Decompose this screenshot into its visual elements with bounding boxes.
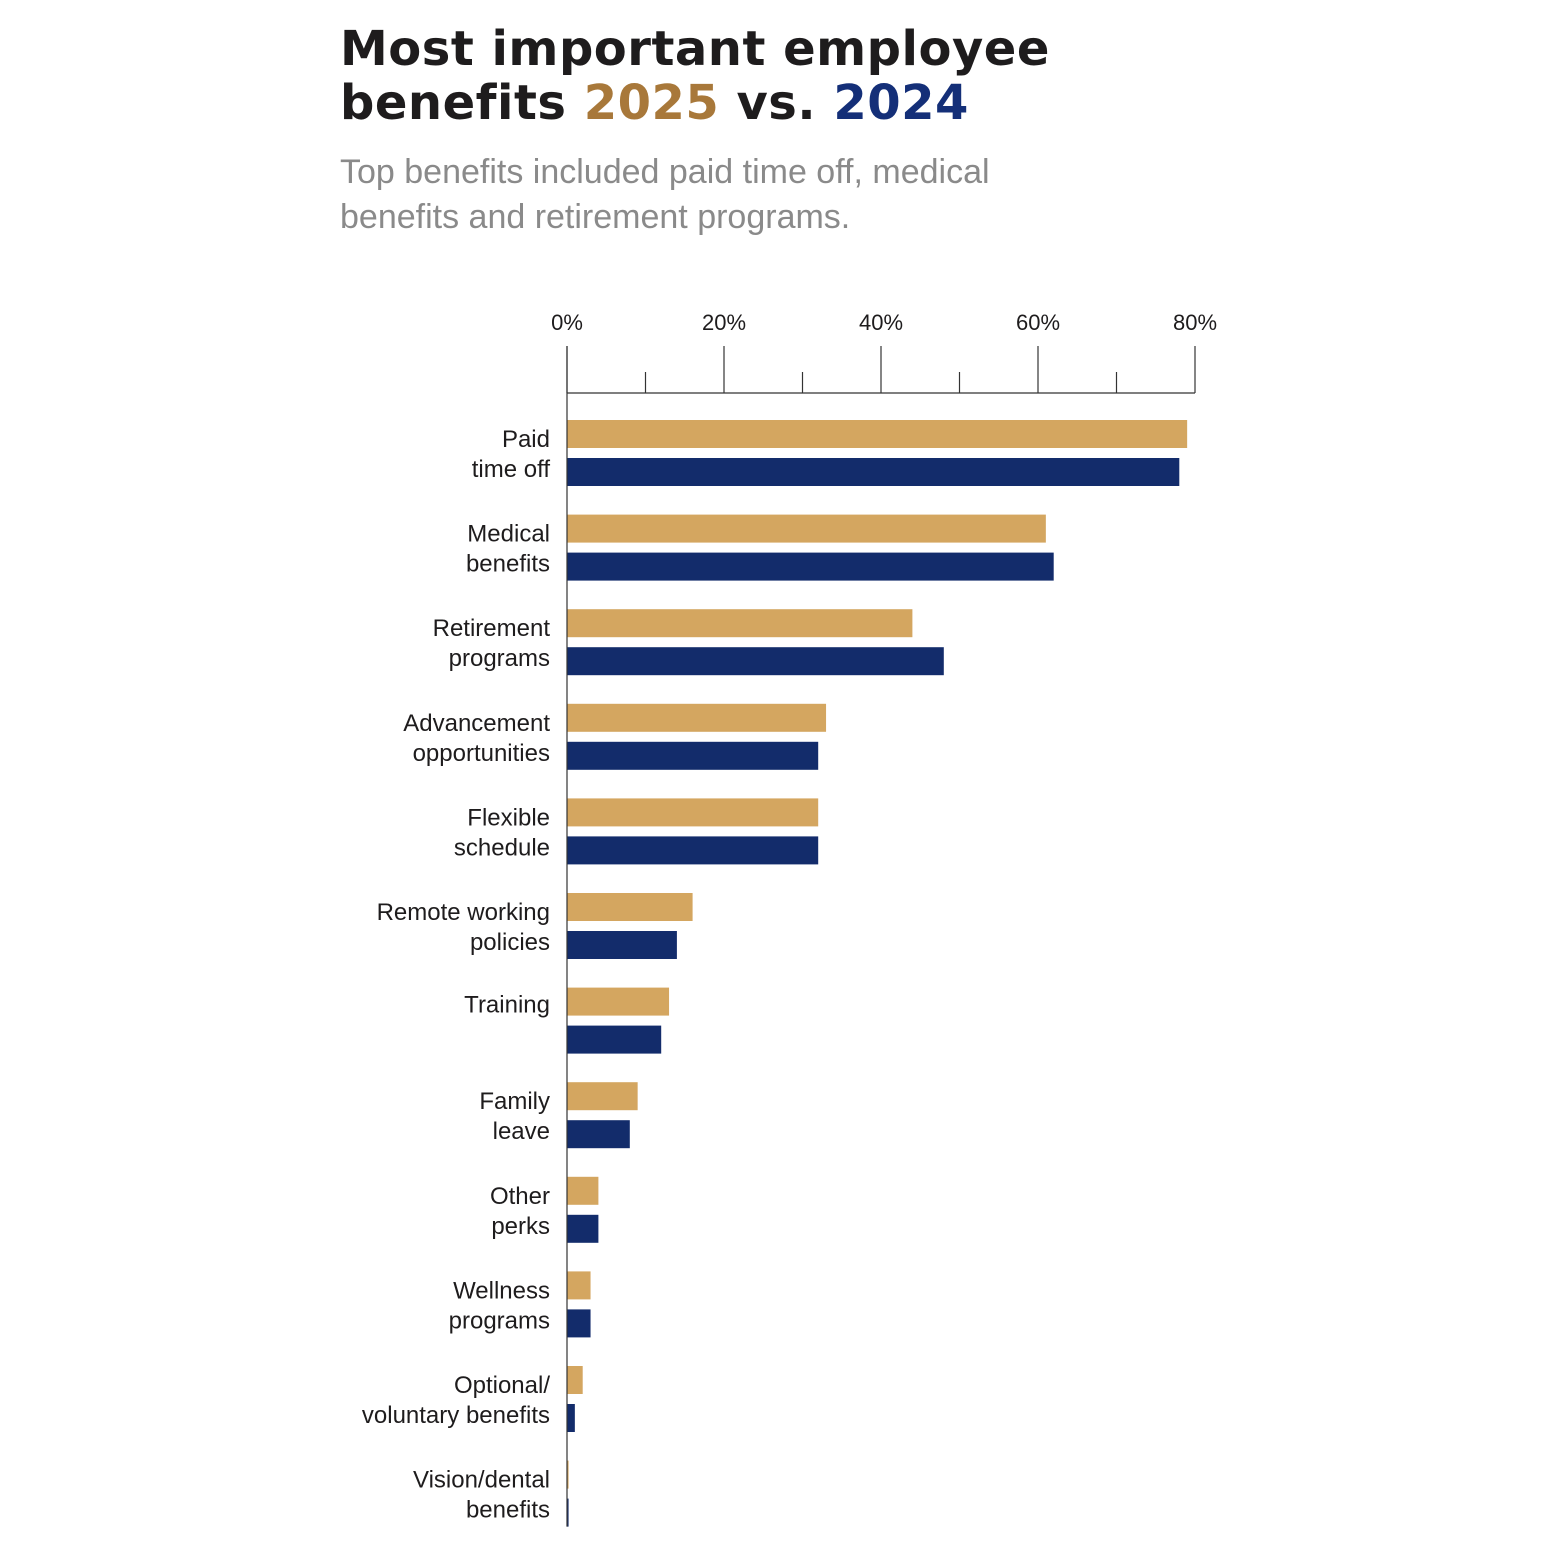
category-label-line: benefits bbox=[466, 551, 550, 578]
category-label: Family leave bbox=[479, 1088, 550, 1145]
category-label: Medical benefits bbox=[466, 521, 550, 578]
x-axis: 0% 20% 40% 60% 80% bbox=[551, 310, 1217, 394]
category-label-line: Other bbox=[490, 1183, 550, 1210]
bar-2024 bbox=[567, 1120, 630, 1149]
category-label: Training bbox=[464, 992, 550, 1019]
bar-2024 bbox=[567, 1214, 599, 1243]
title-year-2024: 2024 bbox=[833, 75, 969, 131]
category-label-line: Paid bbox=[502, 426, 550, 453]
category-labels: Paid time off Medical benefits Retirement pro… bbox=[362, 426, 550, 1524]
category-label: Remote working policies bbox=[377, 899, 550, 956]
bar-2025 bbox=[567, 798, 819, 827]
bar-2024 bbox=[567, 741, 819, 770]
category-label-line: leave bbox=[493, 1118, 550, 1145]
bar-2024 bbox=[567, 931, 677, 959]
category-label-line: programs bbox=[449, 1307, 550, 1334]
x-tick-label: 0% bbox=[551, 310, 583, 335]
bar-2025 bbox=[567, 987, 670, 1016]
category-label: Flexible schedule bbox=[454, 804, 550, 861]
category-label-line: opportunities bbox=[413, 740, 550, 767]
bar-2024 bbox=[567, 836, 819, 865]
x-tick-label: 20% bbox=[702, 310, 746, 335]
bar-2025 bbox=[567, 893, 693, 921]
category-label-line: Flexible bbox=[467, 804, 550, 831]
x-tick-label: 60% bbox=[1016, 310, 1060, 335]
category-label: Optional/voluntary benefits bbox=[362, 1372, 550, 1429]
category-label-line: schedule bbox=[454, 834, 550, 861]
category-label-line: Family bbox=[479, 1088, 550, 1115]
bar-2025 bbox=[567, 609, 913, 638]
bar-2024 bbox=[567, 1498, 569, 1527]
bar-2025 bbox=[567, 1176, 599, 1205]
x-tick-label: 80% bbox=[1173, 310, 1217, 335]
title-line-1: Most important employee bbox=[340, 21, 1050, 77]
category-label-line: perks bbox=[491, 1213, 550, 1240]
bar-2025 bbox=[567, 1460, 569, 1489]
category-label-line: voluntary benefits bbox=[362, 1402, 550, 1429]
category-label-line: Training bbox=[464, 992, 550, 1019]
x-tick-label: 40% bbox=[859, 310, 903, 335]
category-label: Retirement programs bbox=[433, 615, 551, 672]
category-label: Paid time off bbox=[472, 426, 551, 483]
bar-2024 bbox=[567, 458, 1180, 486]
category-label: Advancement opportunities bbox=[403, 710, 550, 767]
category-label-line: time off bbox=[472, 456, 551, 483]
category-label-line: Wellness bbox=[453, 1277, 550, 1304]
chart-title: Most important employee benefits 2025 vs… bbox=[340, 22, 1050, 130]
title-vs: vs. bbox=[719, 75, 834, 131]
category-label-line: Vision/dental bbox=[413, 1467, 550, 1494]
category-label-line: policies bbox=[470, 929, 550, 956]
title-line-2-prefix: benefits bbox=[340, 75, 584, 131]
bar-2025 bbox=[567, 1366, 583, 1394]
bar-2024 bbox=[567, 552, 1054, 581]
bar-2025 bbox=[567, 514, 1046, 543]
category-label-line: benefits bbox=[466, 1497, 550, 1524]
category-label-line: Remote working bbox=[377, 899, 550, 926]
category-label: Wellness programs bbox=[449, 1277, 550, 1334]
bar-2024 bbox=[567, 1025, 662, 1054]
bar-2025 bbox=[567, 703, 827, 732]
category-label: Vision/dental benefits bbox=[413, 1467, 550, 1524]
bar-2025 bbox=[567, 1271, 591, 1300]
category-label-line: Advancement bbox=[403, 710, 550, 737]
bar-2025 bbox=[567, 420, 1188, 448]
bar-2024 bbox=[567, 1309, 591, 1338]
category-label-line: Retirement bbox=[433, 615, 551, 642]
bar-2024 bbox=[567, 647, 944, 676]
subtitle-line-1: Top benefits included paid time off, med… bbox=[340, 153, 990, 191]
title-year-2025: 2025 bbox=[583, 75, 720, 131]
category-label-line: programs bbox=[449, 645, 550, 672]
category-label: Other perks bbox=[490, 1183, 550, 1240]
chart-subtitle: Top benefits included paid time off, med… bbox=[340, 150, 1140, 240]
bar-2024 bbox=[567, 1404, 575, 1432]
category-label-line: Medical bbox=[467, 521, 550, 548]
subtitle-line-2: benefits and retirement programs. bbox=[340, 198, 851, 236]
category-label-line: Optional/ bbox=[454, 1372, 550, 1399]
bar-2025 bbox=[567, 1082, 638, 1111]
bars bbox=[567, 420, 1188, 1527]
